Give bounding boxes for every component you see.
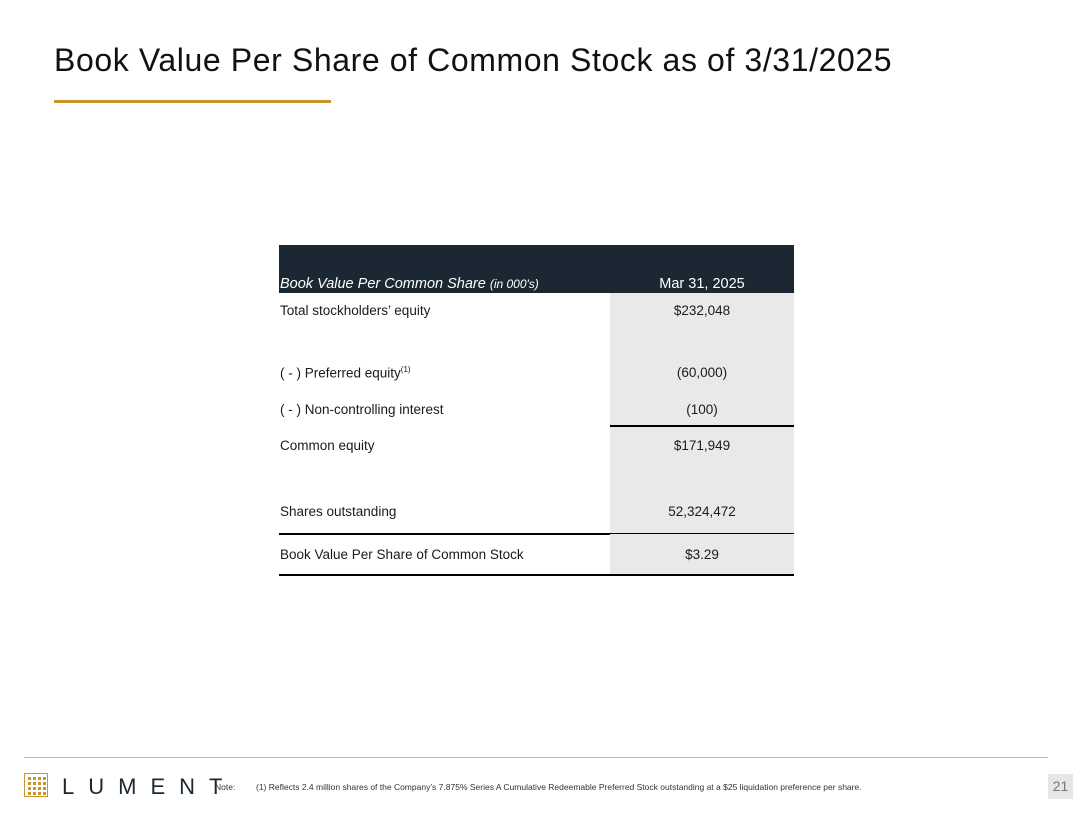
table-header-date: Mar 31, 2025 [659, 276, 745, 292]
lument-logo-text: LUMENT [62, 774, 237, 799]
row-value-total-equity: $232,048 [673, 303, 731, 318]
header-label-sub: (in 000's) [489, 277, 539, 291]
row-label-non-controlling: ( - ) Non-controlling interest [280, 402, 444, 417]
row-label-common-equity: Common equity [280, 438, 375, 453]
bottom-rule [279, 574, 794, 576]
table-header-label: Book Value Per Common Share (in 000's) [280, 276, 539, 292]
row-label-preferred-equity: ( - ) Preferred equity(1) [280, 365, 411, 381]
row-label-shares-outstanding: Shares outstanding [280, 504, 397, 519]
note-label: Note: [215, 782, 236, 792]
title-underline [54, 100, 331, 103]
lument-logo-icon [24, 773, 48, 797]
table-row: $171,949 52,324,472 Common equity Shares… [279, 427, 794, 534]
book-value-table: Book Value Per Common Share (in 000's) M… [279, 245, 794, 576]
value-cell: $171,949 52,324,472 [610, 427, 794, 534]
page-number: 21 [1048, 774, 1073, 799]
footnote-marker: (1) [400, 365, 411, 374]
value-cell: $3.29 [610, 534, 794, 574]
row-label-bvps: Book Value Per Share of Common Stock [280, 547, 524, 562]
row-value-bvps: $3.29 [685, 547, 719, 562]
value-cell: $232,048 (60,000) (100) [610, 293, 794, 427]
header-label-main: Book Value Per Common Share [280, 276, 486, 292]
row-value-shares-outstanding: 52,324,472 [668, 504, 736, 519]
preferred-equity-text: ( - ) Preferred equity [280, 365, 401, 381]
subtotal-divider [610, 425, 794, 427]
total-divider [279, 533, 794, 535]
table-header: Book Value Per Common Share (in 000's) M… [279, 245, 794, 293]
table-row: Total stockholders’ equity $232,048 (60,… [279, 293, 794, 427]
footnote-text: (1) Reflects 2.4 million shares of the C… [256, 782, 862, 792]
row-value-common-equity: $171,949 [673, 438, 731, 453]
footer-rule [24, 757, 1048, 758]
row-label-total-equity: Total stockholders’ equity [280, 303, 431, 318]
table-row: $3.29 Book Value Per Share of Common Sto… [279, 534, 794, 574]
page-title: Book Value Per Share of Common Stock as … [54, 42, 893, 78]
row-value-non-controlling: (100) [686, 402, 718, 417]
row-value-preferred-equity: (60,000) [676, 365, 728, 380]
